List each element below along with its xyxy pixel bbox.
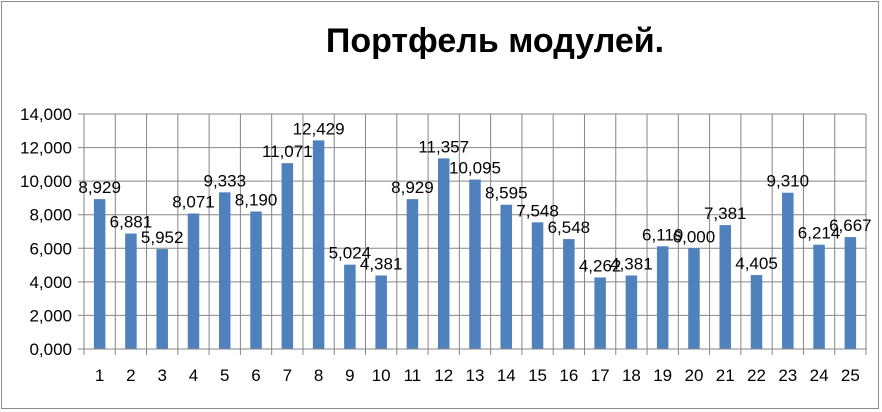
data-label: 4,381	[610, 254, 653, 273]
x-tick-label: 22	[747, 366, 766, 385]
bars	[93, 140, 857, 349]
bar	[125, 233, 137, 349]
data-label: 8,071	[172, 193, 215, 212]
bar	[500, 204, 513, 349]
x-tick-label: 2	[126, 366, 135, 385]
data-label: 8,190	[235, 191, 278, 210]
bar	[563, 239, 575, 349]
bar	[281, 163, 294, 349]
x-tick-label: 17	[591, 366, 610, 385]
data-label: 4,262	[579, 256, 622, 275]
labels: 0,0002,0004,0006,0008,00010,00012,00014,…	[20, 105, 872, 385]
data-label: 8,595	[485, 184, 528, 203]
data-label: 9,310	[767, 172, 810, 191]
axes	[78, 114, 866, 350]
bar	[344, 264, 356, 349]
bar	[813, 244, 825, 349]
y-tick-label: 12,000	[20, 139, 72, 158]
x-tick-label: 12	[434, 366, 453, 385]
x-tick-label: 21	[716, 366, 735, 385]
gridlines	[78, 113, 867, 355]
x-tick-label: 15	[528, 366, 547, 385]
bar	[594, 277, 606, 349]
bar	[625, 275, 638, 349]
data-label: 4,381	[360, 254, 403, 273]
bar	[187, 213, 200, 349]
data-label: 10,095	[449, 159, 501, 178]
x-tick-label: 14	[497, 366, 516, 385]
x-tick-label: 10	[372, 366, 391, 385]
x-tick-label: 25	[841, 366, 860, 385]
x-tick-label: 1	[95, 366, 104, 385]
bar	[312, 140, 325, 349]
data-label: 6,667	[829, 216, 872, 235]
data-label: 6,548	[548, 218, 591, 237]
bar	[156, 249, 168, 349]
y-tick-label: 8,000	[29, 206, 72, 225]
data-label: 4,405	[735, 254, 778, 273]
bar	[719, 225, 731, 349]
bar	[469, 179, 481, 349]
bar	[656, 246, 669, 349]
data-label: 6,214	[798, 224, 841, 243]
x-tick-label: 19	[653, 366, 672, 385]
x-tick-label: 20	[684, 366, 703, 385]
data-label: 6,119	[642, 225, 683, 244]
x-tick-label: 7	[283, 366, 292, 385]
y-tick-label: 6,000	[29, 239, 72, 258]
bar	[406, 199, 419, 349]
bar	[437, 158, 450, 349]
bar	[782, 192, 794, 349]
x-tick-label: 3	[157, 366, 166, 385]
x-tick-label: 11	[404, 366, 422, 385]
bar	[250, 211, 262, 349]
x-tick-label: 23	[778, 366, 797, 385]
bar	[531, 222, 544, 349]
y-tick-label: 10,000	[20, 172, 72, 191]
x-tick-label: 8	[314, 366, 323, 385]
bar	[688, 248, 700, 349]
data-label: 7,548	[516, 201, 559, 220]
data-label: 11,071	[262, 142, 313, 161]
bar	[750, 275, 763, 349]
data-label: 8,929	[391, 178, 434, 197]
y-tick-label: 0,000	[29, 340, 72, 359]
x-tick-label: 24	[810, 366, 829, 385]
data-label: 6,000	[673, 227, 716, 246]
y-tick-label: 14,000	[20, 105, 72, 124]
data-label: 5,024	[329, 244, 372, 263]
x-tick-label: 4	[189, 366, 198, 385]
y-tick-label: 2,000	[29, 306, 72, 325]
data-label: 12,429	[293, 119, 345, 138]
x-tick-label: 6	[251, 366, 260, 385]
data-label: 9,333	[203, 171, 246, 190]
y-tick-label: 4,000	[29, 273, 72, 292]
bar	[219, 192, 231, 349]
data-label: 6,881	[110, 212, 153, 231]
x-tick-label: 5	[220, 366, 229, 385]
data-label: 8,929	[78, 178, 121, 197]
chart-title: Портфель модулей.	[325, 22, 665, 60]
x-tick-label: 9	[345, 366, 354, 385]
bar	[93, 199, 106, 349]
x-tick-label: 13	[466, 366, 485, 385]
data-label: 11,357	[418, 137, 469, 156]
bar	[844, 237, 857, 349]
data-label: 7,381	[704, 204, 747, 223]
x-tick-label: 18	[622, 366, 641, 385]
bar	[375, 275, 387, 349]
x-tick-label: 16	[559, 366, 578, 385]
data-label: 5,952	[141, 228, 184, 247]
